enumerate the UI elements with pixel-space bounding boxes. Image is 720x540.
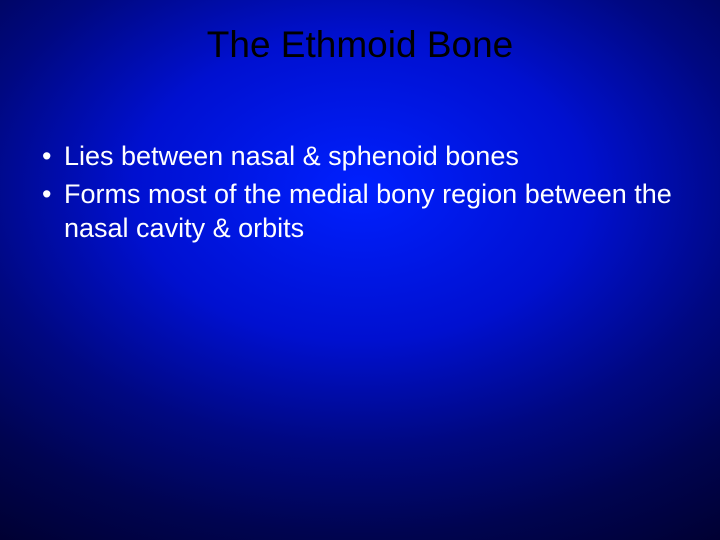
list-item: • Forms most of the medial bony region b… [36,178,684,246]
bullet-text: Forms most of the medial bony region bet… [64,178,684,246]
bullet-text: Lies between nasal & sphenoid bones [64,140,684,174]
slide-body: • Lies between nasal & sphenoid bones • … [36,140,684,249]
bullet-icon: • [36,140,64,174]
bullet-icon: • [36,178,64,212]
list-item: • Lies between nasal & sphenoid bones [36,140,684,174]
slide: The Ethmoid Bone • Lies between nasal & … [0,0,720,540]
slide-title: The Ethmoid Bone [0,24,720,66]
